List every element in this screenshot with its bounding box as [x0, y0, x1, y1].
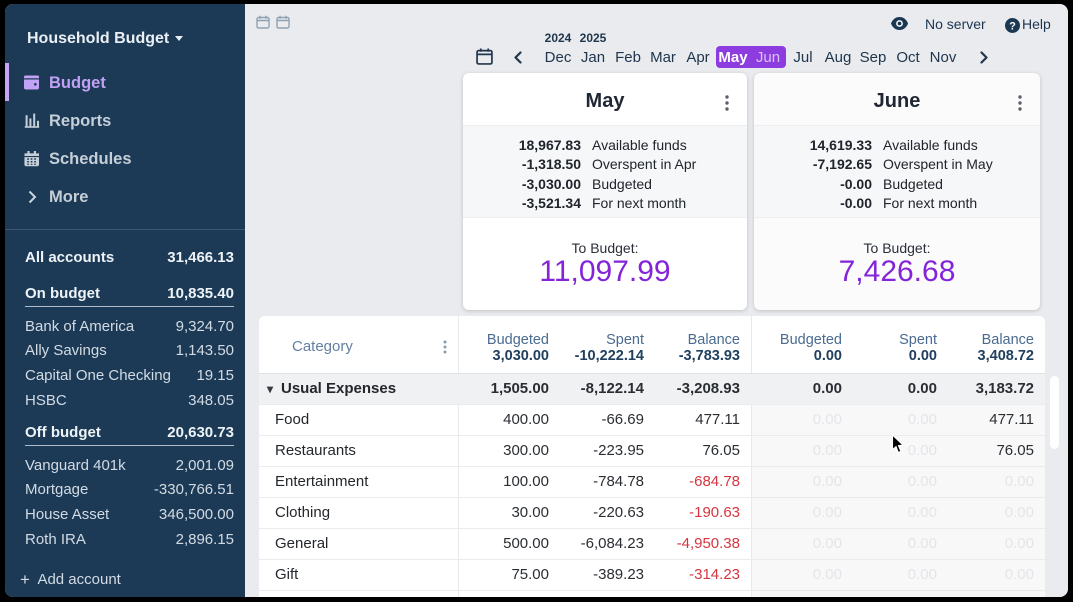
svg-text:?: ?	[1009, 20, 1016, 32]
